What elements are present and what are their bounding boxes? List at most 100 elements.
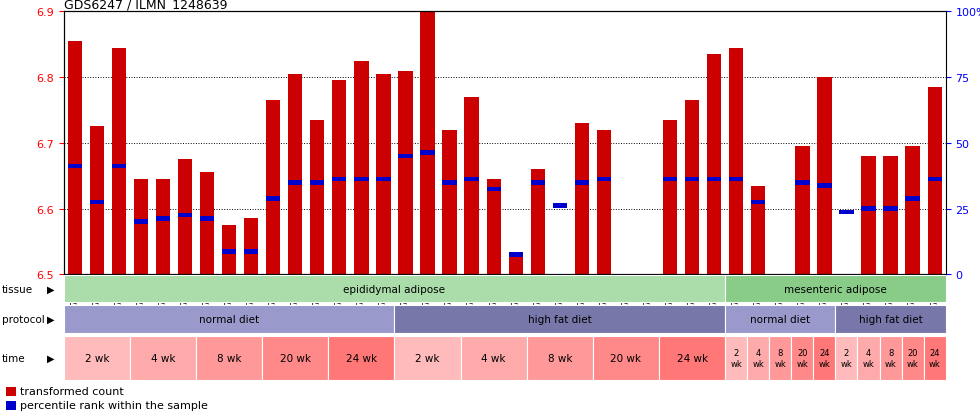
Bar	[133, 220, 148, 225]
Bar	[747, 337, 769, 380]
Bar	[133, 180, 148, 275]
Bar	[332, 81, 347, 275]
Bar	[461, 337, 527, 380]
Text: 24 wk: 24 wk	[346, 353, 377, 363]
Text: time: time	[2, 353, 25, 363]
Bar	[858, 337, 879, 380]
Bar	[835, 337, 858, 380]
Bar	[156, 180, 171, 275]
Bar	[129, 337, 196, 380]
Text: protocol: protocol	[2, 314, 45, 324]
Bar	[597, 177, 612, 182]
Bar	[791, 337, 813, 380]
Text: mesenteric adipose: mesenteric adipose	[784, 284, 887, 294]
Bar	[68, 42, 82, 275]
Bar	[618, 295, 633, 300]
Bar	[112, 48, 126, 275]
Bar	[266, 101, 280, 275]
Text: 8 wk: 8 wk	[548, 353, 572, 363]
Bar	[839, 210, 854, 215]
Bar	[618, 275, 633, 298]
Bar	[597, 131, 612, 275]
Bar	[553, 204, 567, 208]
Text: 24
wk: 24 wk	[818, 349, 830, 368]
Text: tissue: tissue	[2, 284, 33, 294]
Bar	[593, 337, 659, 380]
Bar	[442, 131, 457, 275]
Text: ▶: ▶	[47, 353, 55, 363]
Bar	[262, 337, 328, 380]
Bar	[288, 75, 303, 275]
Bar	[927, 88, 942, 275]
Bar	[64, 337, 129, 380]
Bar	[751, 186, 765, 275]
Bar	[221, 225, 236, 275]
Bar	[795, 147, 809, 275]
Text: 8 wk: 8 wk	[217, 353, 241, 363]
Bar	[394, 305, 725, 333]
Bar	[509, 253, 523, 257]
Bar	[817, 184, 832, 188]
Bar	[725, 337, 747, 380]
Bar	[156, 217, 171, 221]
Bar	[773, 328, 788, 332]
Bar	[288, 180, 303, 185]
Bar	[112, 164, 126, 169]
Text: normal diet: normal diet	[751, 314, 810, 324]
Bar	[861, 157, 876, 275]
Bar	[906, 197, 920, 202]
Text: 2
wk: 2 wk	[841, 349, 853, 368]
Bar	[641, 312, 656, 316]
Bar	[221, 249, 236, 254]
Bar	[465, 97, 479, 275]
Text: 20
wk: 20 wk	[906, 349, 918, 368]
Bar	[574, 124, 589, 275]
Bar	[927, 177, 942, 182]
Bar	[659, 337, 725, 380]
Bar	[725, 305, 835, 333]
Text: 20 wk: 20 wk	[279, 353, 311, 363]
Text: GDS6247 / ILMN_1248639: GDS6247 / ILMN_1248639	[64, 0, 227, 11]
Text: epididymal adipose: epididymal adipose	[343, 284, 446, 294]
Text: 4 wk: 4 wk	[481, 353, 506, 363]
Text: 8
wk: 8 wk	[774, 349, 786, 368]
Text: 2
wk: 2 wk	[730, 349, 742, 368]
Bar	[509, 255, 523, 275]
Text: ▶: ▶	[47, 314, 55, 324]
Bar	[685, 177, 700, 182]
Bar	[835, 305, 946, 333]
Bar	[7, 387, 16, 396]
Bar	[442, 180, 457, 185]
Text: 4
wk: 4 wk	[753, 349, 764, 368]
Bar	[906, 147, 920, 275]
Bar	[266, 197, 280, 202]
Text: high fat diet: high fat diet	[528, 314, 592, 324]
Bar	[244, 249, 259, 254]
Bar	[813, 337, 835, 380]
Bar	[725, 276, 946, 302]
Bar	[465, 177, 479, 182]
Bar	[729, 48, 744, 275]
Bar	[751, 200, 765, 205]
Bar	[420, 151, 435, 156]
Bar	[883, 207, 898, 211]
Bar	[883, 157, 898, 275]
Bar	[486, 180, 501, 275]
Text: 8
wk: 8 wk	[885, 349, 897, 368]
Text: 24 wk: 24 wk	[676, 353, 708, 363]
Bar	[354, 177, 368, 182]
Bar	[398, 154, 413, 159]
Bar	[332, 177, 347, 182]
Text: 2 wk: 2 wk	[84, 353, 109, 363]
Bar	[310, 121, 324, 275]
Bar	[89, 127, 104, 275]
Bar	[420, 12, 435, 275]
Bar	[244, 219, 259, 275]
Bar	[662, 121, 677, 275]
Text: normal diet: normal diet	[199, 314, 259, 324]
Bar	[64, 305, 394, 333]
Bar	[530, 180, 545, 185]
Bar	[729, 177, 744, 182]
Bar	[662, 177, 677, 182]
Bar	[861, 207, 876, 211]
